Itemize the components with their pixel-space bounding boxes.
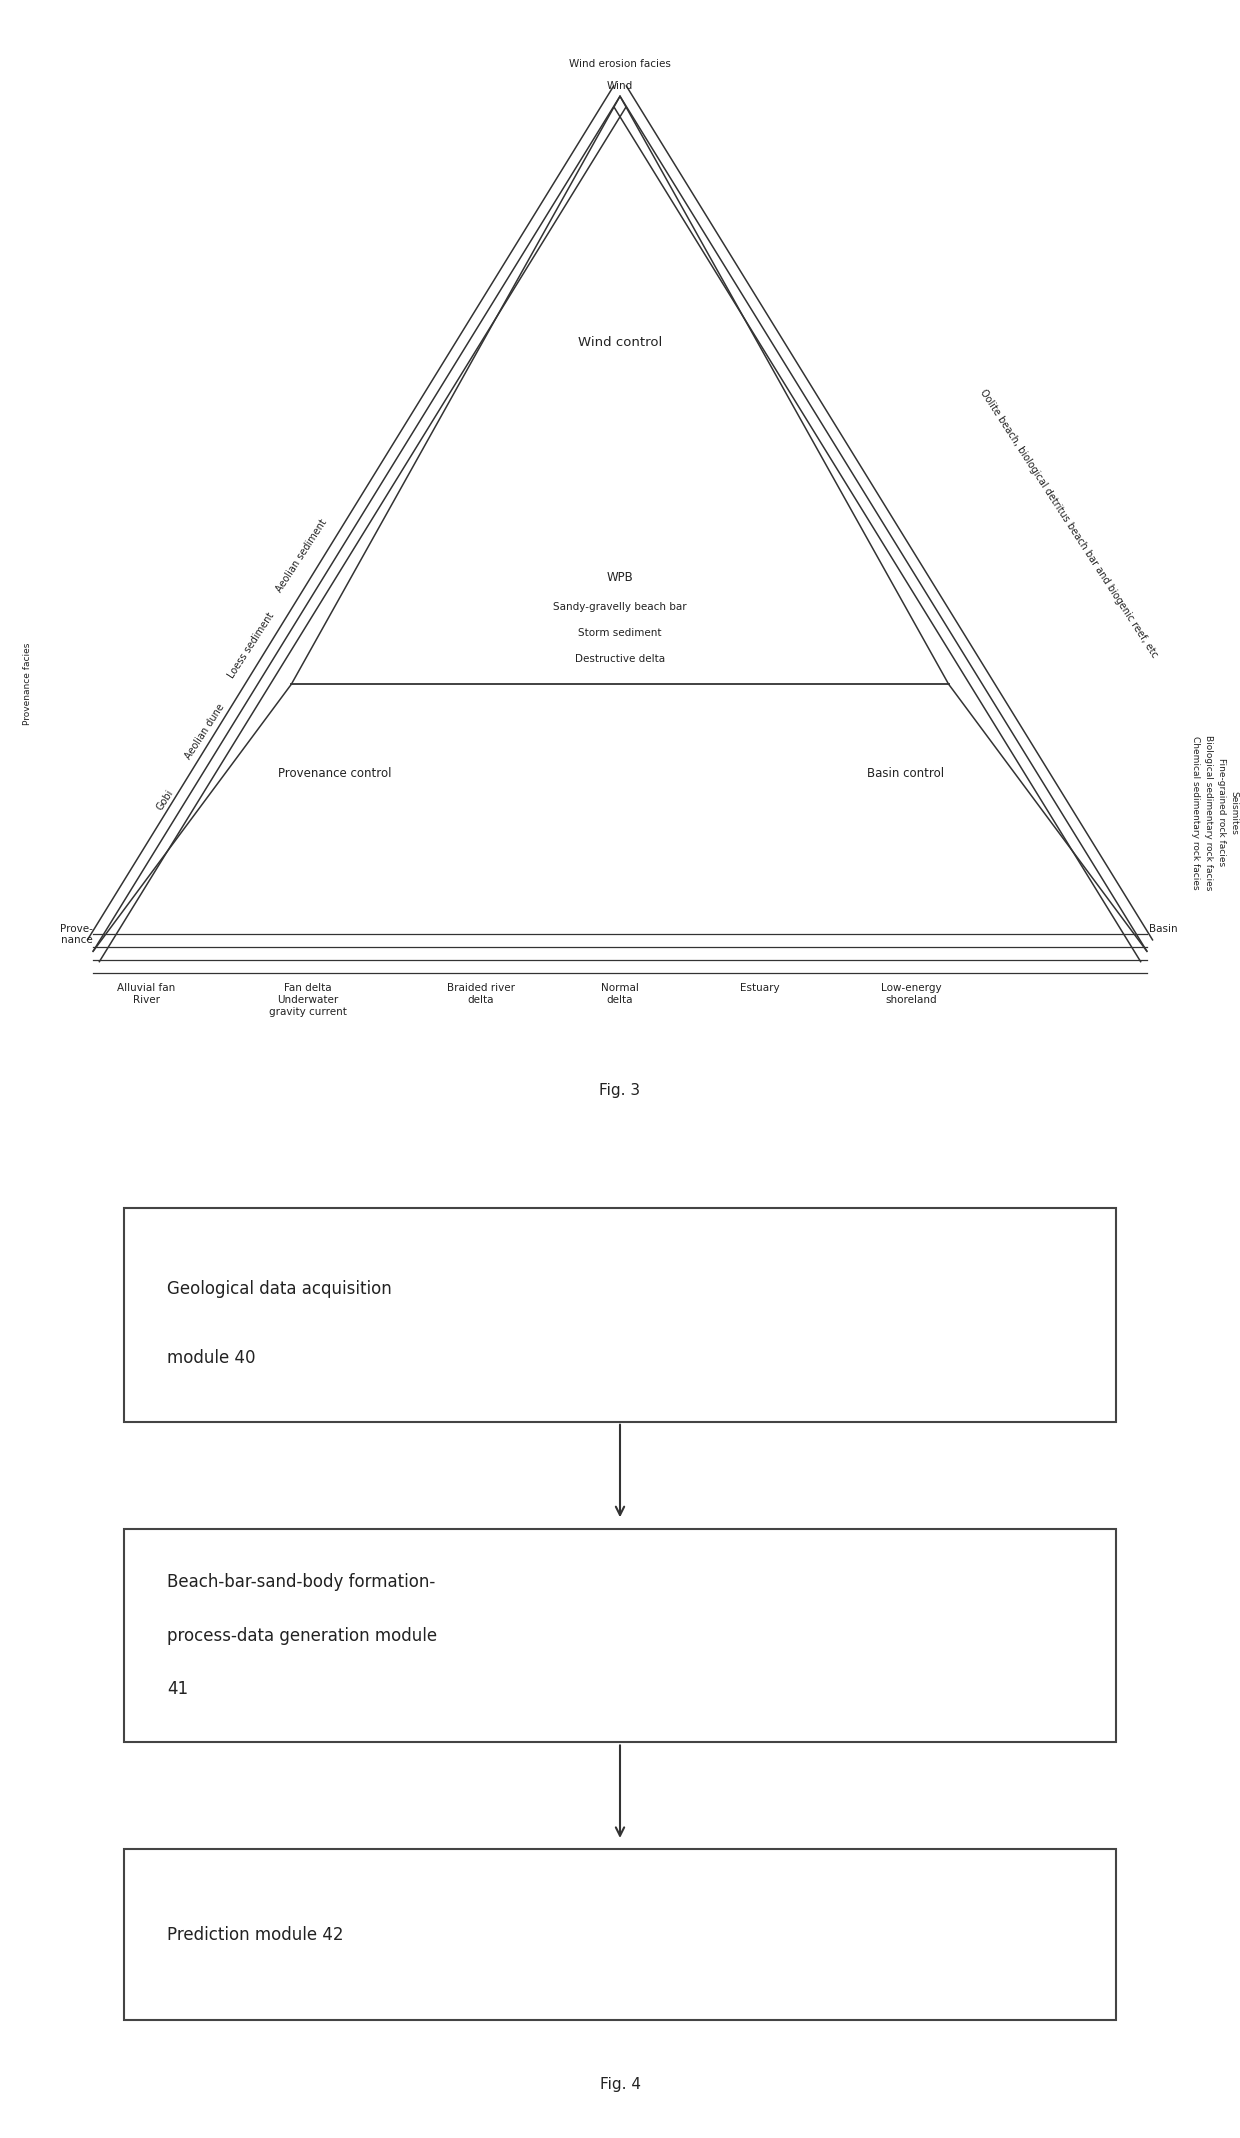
Text: Biological sedimentary rock facies: Biological sedimentary rock facies (1204, 735, 1214, 889)
Text: Low-energy
shoreland: Low-energy shoreland (882, 983, 941, 1005)
Text: Wind control: Wind control (578, 336, 662, 348)
Text: Gobi: Gobi (155, 787, 175, 812)
Text: Prediction module 42: Prediction module 42 (167, 1926, 343, 1943)
Text: Seismites: Seismites (1229, 791, 1239, 834)
Text: Normal
delta: Normal delta (601, 983, 639, 1005)
Text: Sandy-gravelly beach bar: Sandy-gravelly beach bar (553, 603, 687, 611)
Text: Destructive delta: Destructive delta (575, 654, 665, 663)
Text: Wind: Wind (606, 81, 634, 90)
Text: 41: 41 (167, 1680, 188, 1698)
Text: process-data generation module: process-data generation module (167, 1627, 438, 1644)
Text: Basin: Basin (1148, 924, 1178, 934)
Text: Wind erosion facies: Wind erosion facies (569, 60, 671, 68)
Text: Chemical sedimentary rock facies: Chemical sedimentary rock facies (1190, 735, 1200, 889)
Text: Fine-grained rock facies: Fine-grained rock facies (1216, 759, 1226, 866)
Text: Estuary: Estuary (740, 983, 780, 994)
Text: Beach-bar-sand-body formation-: Beach-bar-sand-body formation- (167, 1574, 435, 1591)
Text: Fig. 3: Fig. 3 (599, 1082, 641, 1099)
Text: Alluvial fan
River: Alluvial fan River (118, 983, 175, 1005)
Text: Basin control: Basin control (867, 768, 944, 780)
Text: Oolite beach, biological detritus beach bar and biogenic reef, etc: Oolite beach, biological detritus beach … (978, 387, 1159, 661)
Text: Loess sediment: Loess sediment (227, 611, 277, 680)
Bar (124, 1208, 1116, 1422)
Text: module 40: module 40 (167, 1349, 255, 1366)
Text: Prove-
nance: Prove- nance (61, 924, 93, 945)
Bar (124, 1529, 1116, 1742)
Bar (124, 1849, 1116, 2020)
Text: Fig. 4: Fig. 4 (599, 2076, 641, 2093)
Text: Braided river
delta: Braided river delta (448, 983, 515, 1005)
Text: Fan delta
Underwater
gravity current: Fan delta Underwater gravity current (269, 983, 346, 1018)
Text: Storm sediment: Storm sediment (578, 629, 662, 637)
Text: Aeolian dune: Aeolian dune (184, 701, 226, 761)
Text: Provenance control: Provenance control (278, 768, 392, 780)
Text: Provenance facies: Provenance facies (22, 644, 32, 725)
Text: Aeolian sediment: Aeolian sediment (274, 517, 329, 594)
Text: WPB: WPB (606, 571, 634, 584)
Text: Geological data acquisition: Geological data acquisition (167, 1281, 392, 1298)
